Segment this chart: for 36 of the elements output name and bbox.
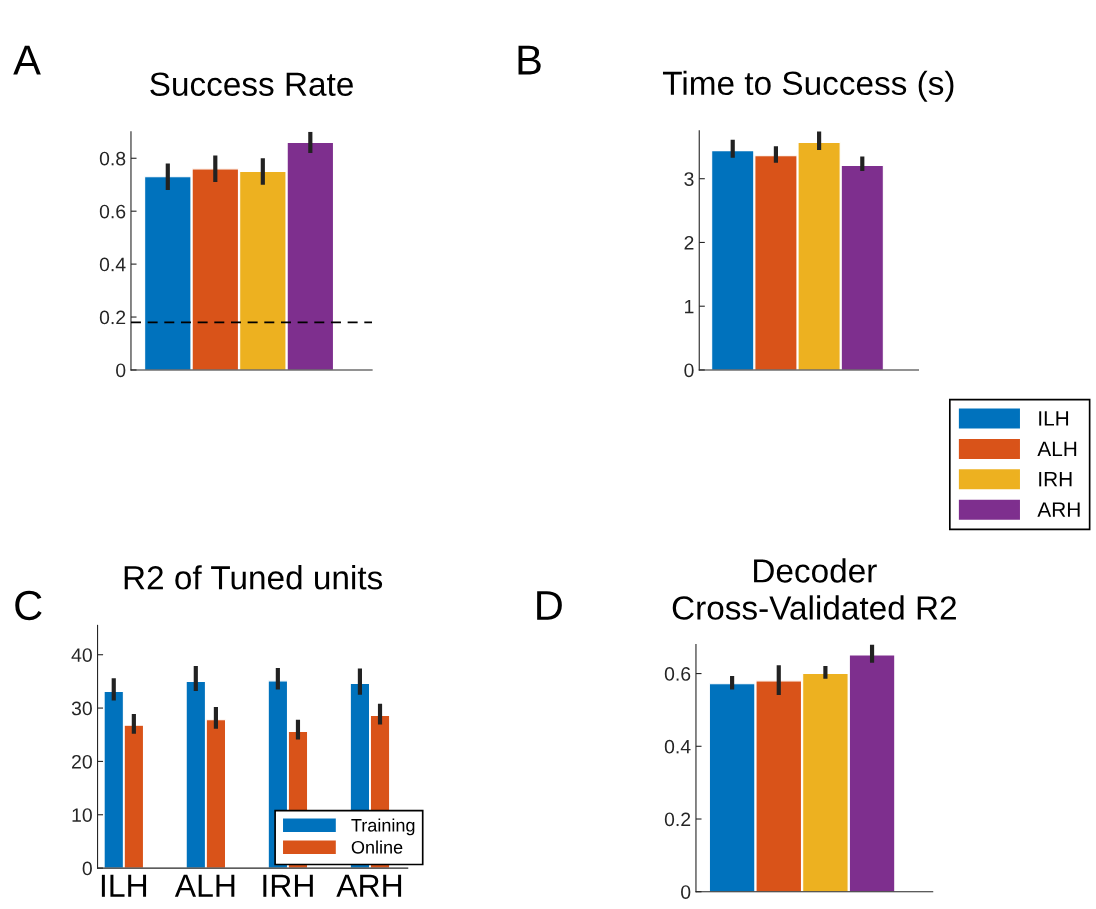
text: C (15, 590, 42, 621)
y-tick-label: 0 (82, 861, 92, 876)
legend-label: ARH (1037, 502, 1080, 517)
legend-label: Online (351, 840, 403, 854)
text: D (537, 591, 562, 620)
legend-label: ILH (1039, 411, 1069, 426)
chart-title: Success Rate (150, 72, 353, 97)
legend-label: Training (351, 818, 415, 836)
y-tick-label: 20 (72, 754, 92, 769)
chart-title: Decoder Cross-Validated R2 (672, 558, 956, 620)
y-tick-label: 0.4 (99, 257, 126, 272)
legend-label: ALH (1037, 441, 1077, 456)
y-tick-label: 10 (72, 808, 92, 822)
chart-title: Time to Success (s) (662, 70, 954, 102)
y-tick-label: 0.6 (664, 667, 691, 681)
legend-label: IRH (1039, 472, 1072, 487)
x-tick-label: ALH (174, 874, 235, 897)
x-tick-label: ARH (336, 874, 402, 897)
x-tick-label: ILH (101, 874, 147, 897)
y-tick-label: 3 (684, 172, 694, 186)
text: B (518, 45, 541, 75)
y-tick-label: 0.6 (99, 204, 126, 219)
y-tick-label: 1 (685, 299, 694, 314)
y-tick-label: 40 (71, 648, 92, 662)
y-tick-label: 0.2 (99, 310, 126, 325)
y-tick-label: 0 (116, 363, 126, 378)
y-tick-label: 30 (71, 701, 92, 716)
y-tick-label: 0.2 (664, 812, 691, 827)
y-tick-label: 2 (684, 235, 694, 250)
y-tick-label: 0 (684, 363, 694, 378)
chart-title: R2 of Tuned units (124, 565, 383, 590)
y-tick-label: 0 (681, 885, 691, 899)
y-tick-label: 0.4 (664, 739, 691, 754)
y-tick-label: 0.8 (99, 151, 126, 166)
text: A (13, 45, 41, 75)
x-tick-label: IRH (263, 874, 313, 897)
